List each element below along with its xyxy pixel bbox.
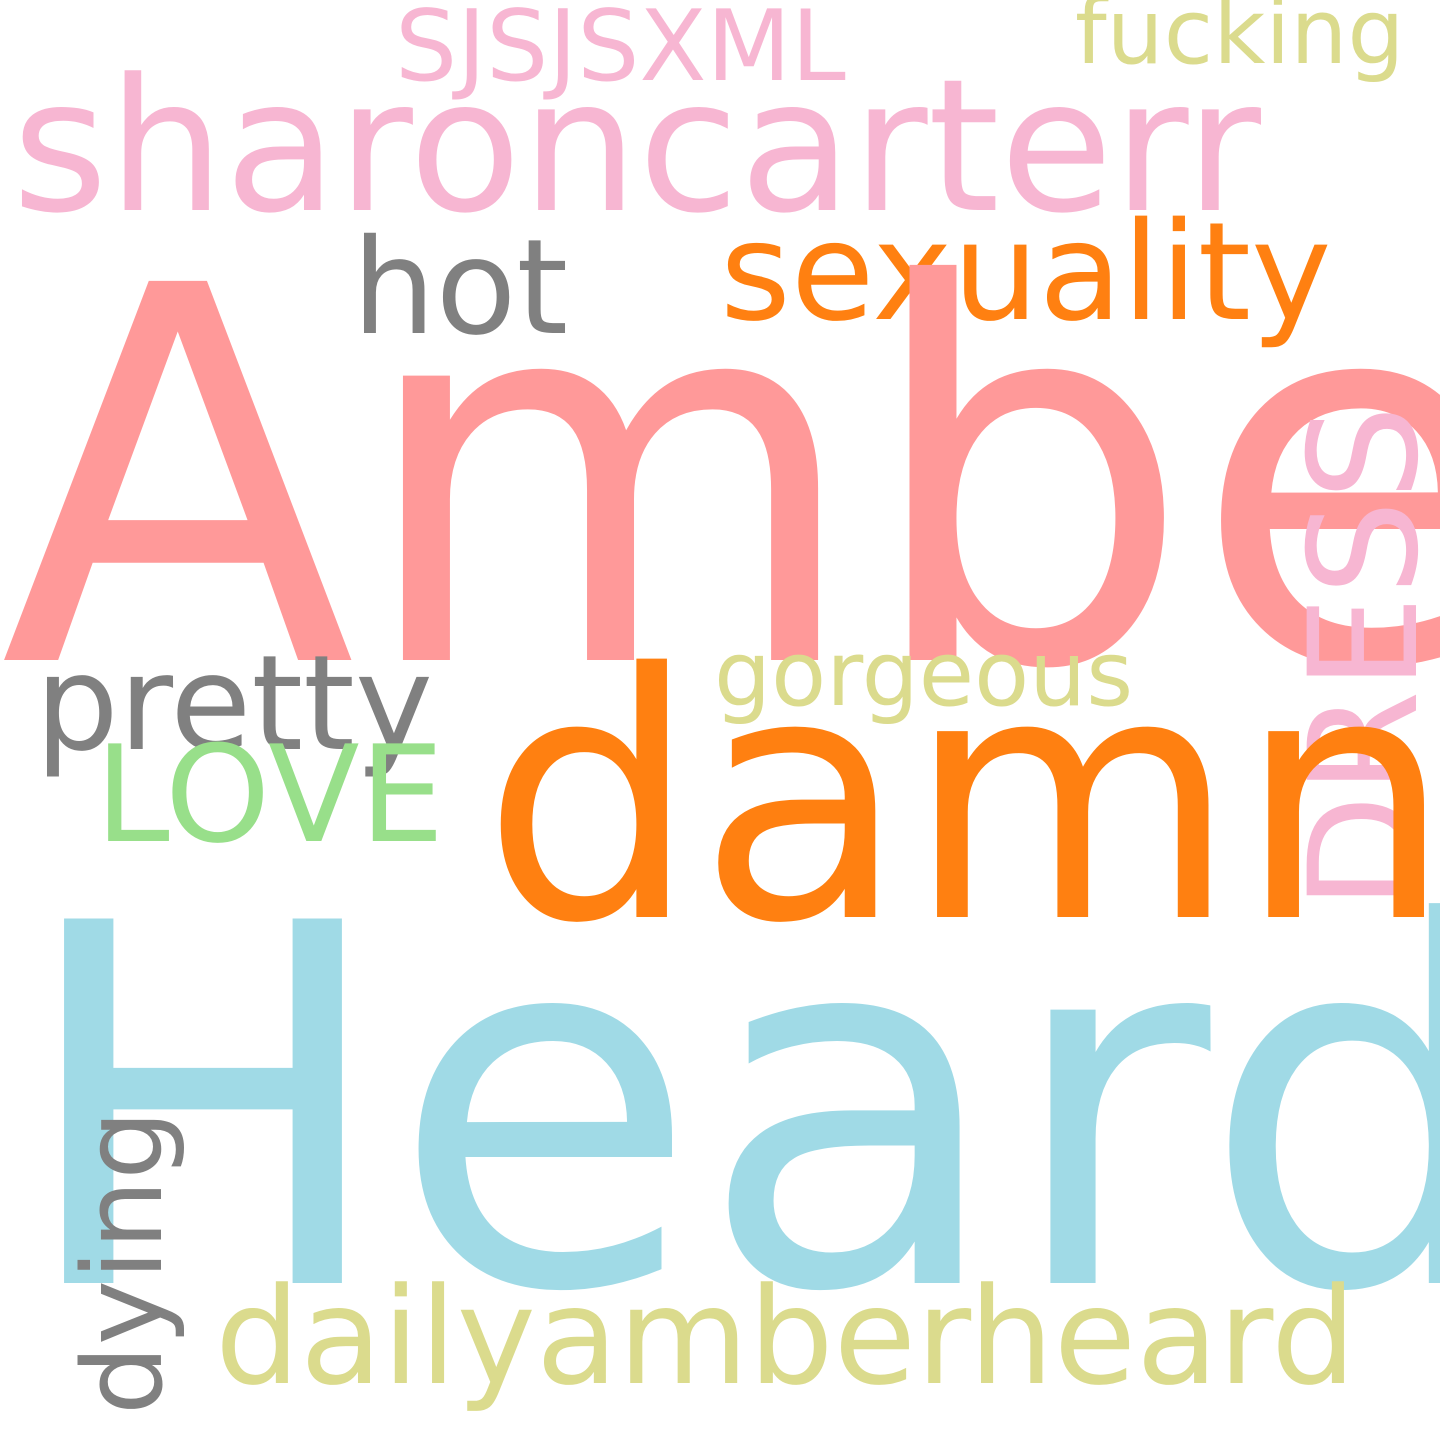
word-heard: Heard [15, 819, 1440, 1401]
word-pretty: pretty [35, 627, 433, 781]
word-damn: damn [482, 602, 1440, 998]
word-dying: dying [59, 1109, 187, 1415]
word-gorgeous: gorgeous [714, 622, 1134, 727]
word-sharoncarterr: sharoncarterr [12, 40, 1262, 254]
word-dailyamberheard: dailyamberheard [215, 1259, 1357, 1415]
word-amber: Amber [0, 177, 1440, 783]
word-hot: hot [352, 211, 569, 365]
word-sexuality: sexuality [720, 194, 1332, 352]
word-fucking: fucking [1075, 0, 1405, 85]
word-sjsjsxml: SJSJSXML [395, 0, 846, 104]
word-love: LOVE [95, 717, 445, 873]
